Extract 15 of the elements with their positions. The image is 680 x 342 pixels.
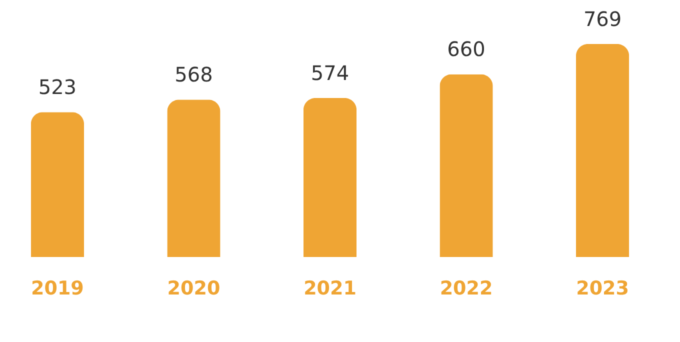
bar: [167, 100, 220, 257]
data-label: 568: [174, 62, 213, 87]
bar: [576, 44, 630, 257]
x-tick-label: 2022: [440, 278, 493, 300]
bar: [440, 74, 493, 257]
x-tick-label: 2023: [576, 278, 629, 300]
bar: [30, 112, 84, 257]
bar: [303, 98, 357, 257]
data-label: 769: [583, 7, 622, 31]
x-tick-label: 2020: [167, 278, 220, 300]
data-label: 660: [447, 37, 486, 62]
x-tick-label: 2021: [304, 278, 356, 300]
data-label: 523: [38, 75, 77, 100]
x-tick-label: 2019: [31, 278, 84, 300]
data-label: 574: [310, 61, 350, 86]
